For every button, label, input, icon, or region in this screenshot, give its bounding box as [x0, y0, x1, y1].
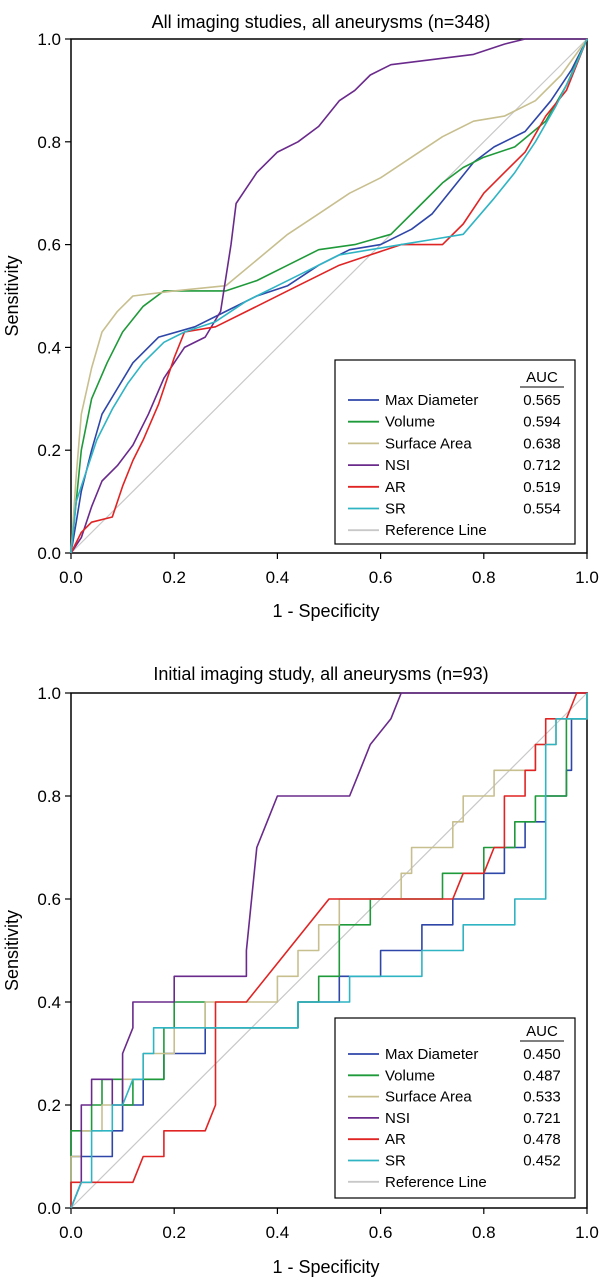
legend-label-sr: SR [385, 1153, 406, 1170]
legend-header: AUC [526, 1023, 558, 1040]
legend-label-volume: Volume [385, 1067, 435, 1084]
legend-auc-sr: 0.554 [523, 501, 561, 518]
legend: AUC Max Diameter 0.565 Volume 0.594 Surface A… [334, 359, 576, 545]
y-tick-label: 0.4 [37, 993, 61, 1012]
x-tick-label: 1.0 [575, 568, 599, 587]
legend-auc-volume: 0.594 [523, 414, 561, 431]
legend-auc-ar: 0.519 [523, 479, 561, 496]
legend-label-nsi: NSI [385, 1110, 410, 1127]
legend-box [334, 359, 576, 545]
legend-auc-nsi: 0.721 [523, 1110, 561, 1127]
y-tick-label: 0.8 [37, 787, 61, 806]
x-tick-label: 0.6 [369, 1223, 393, 1242]
legend-label-max-diameter: Max Diameter [385, 1046, 478, 1063]
legend-label-max-diameter: Max Diameter [385, 392, 478, 409]
x-tick-label: 1.0 [575, 1223, 599, 1242]
y-tick-label: 0.6 [37, 236, 61, 255]
y-tick-label: 0.2 [37, 441, 61, 460]
y-tick-label: 0.2 [37, 1096, 61, 1115]
series-line-reference-line [70, 692, 588, 1209]
legend-label-ar: AR [385, 1131, 406, 1148]
series-line-sr [70, 38, 588, 554]
x-tick-label: 0.4 [266, 1223, 290, 1242]
legend-label-ar: AR [385, 479, 406, 496]
y-tick-label: 0.8 [37, 133, 61, 152]
legend-label-volume: Volume [385, 414, 435, 431]
plot-frame [70, 38, 588, 554]
legend-auc-sr: 0.452 [523, 1153, 561, 1170]
y-tick-label: 0.4 [37, 338, 61, 357]
legend-label-nsi: NSI [385, 457, 410, 474]
y-tick-label: 1.0 [37, 684, 61, 703]
series-line-volume [70, 38, 588, 554]
chart-title: All imaging studies, all aneurysms (n=34… [152, 12, 491, 32]
x-axis-label: 1 - Specificity [272, 1257, 379, 1277]
x-axis-label: 1 - Specificity [272, 601, 379, 621]
x-tick-label: 0.8 [472, 568, 496, 587]
legend-auc-max-diameter: 0.450 [523, 1046, 561, 1063]
legend-auc-surface-area: 0.638 [523, 435, 561, 452]
y-tick-label: 0.0 [37, 544, 61, 563]
series-line-max-diameter [70, 38, 588, 554]
series-line-ar [70, 692, 587, 1208]
legend-header: AUC [526, 369, 558, 386]
legend-label-reference-line: Reference Line [385, 1174, 487, 1191]
x-tick-label: 0.8 [472, 1223, 496, 1242]
chart-panel-2: Initial imaging study, all aneurysms (n=… [2, 664, 599, 1277]
legend-label-reference-line: Reference Line [385, 522, 487, 539]
series-line-ar [70, 38, 588, 554]
y-axis-label: Sensitivity [2, 910, 22, 991]
y-tick-label: 1.0 [37, 30, 61, 49]
legend-box [334, 1017, 576, 1199]
legend: AUC Max Diameter 0.450 Volume 0.487 Surface A… [334, 1017, 576, 1199]
series-line-nsi [70, 38, 587, 554]
legend-label-surface-area: Surface Area [385, 1089, 472, 1106]
legend-label-sr: SR [385, 501, 406, 518]
y-tick-label: 0.0 [37, 1199, 61, 1218]
series-line-reference-line [70, 38, 588, 554]
chart-title: Initial imaging study, all aneurysms (n=… [153, 664, 488, 684]
legend-auc-volume: 0.487 [523, 1067, 561, 1084]
x-tick-label: 0.4 [266, 568, 290, 587]
y-tick-label: 0.6 [37, 890, 61, 909]
legend-auc-ar: 0.478 [523, 1131, 561, 1148]
series-line-nsi [70, 692, 587, 1209]
legend-auc-max-diameter: 0.565 [523, 392, 561, 409]
plot-frame [70, 692, 588, 1209]
legend-auc-nsi: 0.712 [523, 457, 561, 474]
series-line-surface-area [70, 38, 588, 554]
legend-label-surface-area: Surface Area [385, 435, 472, 452]
x-tick-label: 0.2 [162, 1223, 186, 1242]
chart-panel-1: All imaging studies, all aneurysms (n=34… [2, 12, 599, 621]
x-tick-label: 0.6 [369, 568, 393, 587]
x-tick-label: 0.0 [59, 568, 83, 587]
x-tick-label: 0.2 [162, 568, 186, 587]
y-axis-label: Sensitivity [2, 255, 22, 336]
series-line-sr [70, 693, 588, 1209]
legend-auc-surface-area: 0.533 [523, 1089, 561, 1106]
x-tick-label: 0.0 [59, 1223, 83, 1242]
